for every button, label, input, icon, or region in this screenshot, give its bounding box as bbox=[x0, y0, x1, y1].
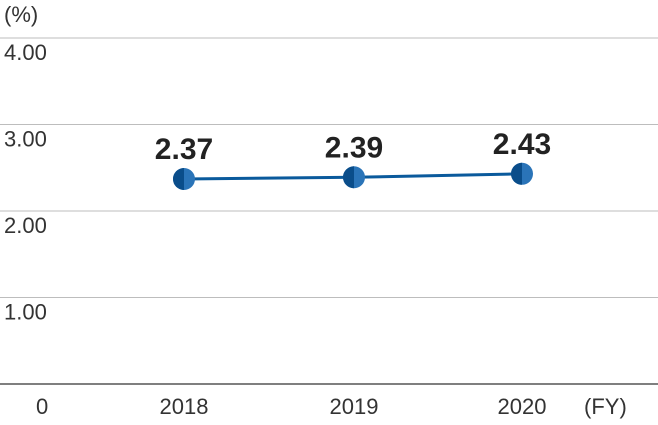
data-point-marker bbox=[511, 162, 533, 185]
x-tick-label: 2018 bbox=[160, 394, 209, 419]
y-tick-label: 0 bbox=[36, 394, 48, 419]
x-tick-label: 2019 bbox=[330, 394, 379, 419]
gridlines bbox=[0, 37, 658, 385]
x-axis-unit-label: (FY) bbox=[584, 394, 627, 419]
data-label: 2.43 bbox=[493, 128, 551, 161]
y-axis-unit-label: (%) bbox=[4, 2, 38, 27]
data-point-marker bbox=[343, 166, 365, 189]
x-tick-label: 2020 bbox=[498, 394, 547, 419]
y-tick-label: 4.00 bbox=[4, 40, 47, 65]
data-labels: 2.37 2.39 2.43 bbox=[155, 128, 551, 166]
y-axis: 0 1.00 2.00 3.00 4.00 bbox=[4, 40, 48, 419]
y-tick-label: 1.00 bbox=[4, 300, 47, 325]
data-label: 2.39 bbox=[325, 131, 383, 164]
x-axis: 2018 2019 2020 bbox=[160, 394, 547, 419]
y-tick-label: 3.00 bbox=[4, 127, 47, 152]
y-tick-label: 2.00 bbox=[4, 213, 47, 238]
series-layer bbox=[173, 162, 533, 190]
data-label: 2.37 bbox=[155, 133, 213, 166]
data-point-marker bbox=[173, 167, 195, 190]
